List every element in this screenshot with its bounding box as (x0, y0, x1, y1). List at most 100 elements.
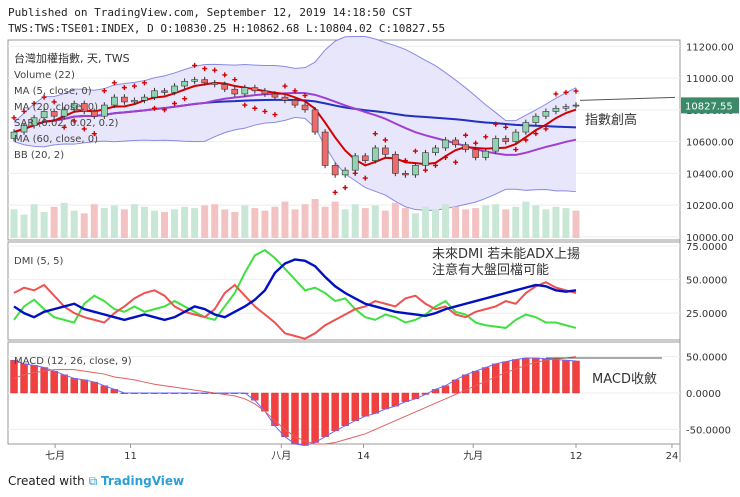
volume-bar (30, 204, 38, 238)
volume-bar (130, 204, 138, 238)
tradingview-logo-icon: ⧉ (88, 474, 98, 488)
macd-histogram-bar (311, 392, 319, 443)
volume-bar (120, 209, 128, 238)
candle-body (80, 103, 88, 112)
candle-body (301, 104, 309, 111)
volume-bar (552, 206, 560, 238)
sar-point (342, 185, 348, 191)
macd-histogram-bar (401, 392, 410, 402)
candle-body (211, 82, 219, 85)
macd-histogram-bar (251, 392, 259, 401)
volume-bar (261, 210, 269, 238)
macd-note: MACD收斂 (592, 371, 657, 387)
volume-bar (20, 214, 28, 238)
signal-line (13, 356, 577, 445)
volume-bar (371, 205, 379, 238)
volume-bar (70, 210, 78, 238)
macd-histogram-bar (70, 378, 78, 394)
legend-entry: MA (60, close, 0) (14, 134, 98, 145)
candle-body (472, 149, 479, 158)
volume-bar (351, 204, 359, 238)
candle-body (442, 139, 449, 149)
volume-bar (291, 209, 299, 238)
sar-point (252, 105, 258, 111)
volume-bar (562, 208, 570, 238)
volume-bar (421, 206, 429, 238)
footer: Created with ⧉ TradingView (8, 474, 184, 489)
sar-point (222, 72, 228, 78)
macd-line (13, 357, 577, 446)
sar-point (172, 100, 178, 106)
volume-bar (401, 208, 409, 238)
bollinger-lower-line (13, 116, 577, 211)
axes: 11200.0011000.0010800.0010600.0010400.00… (45, 42, 739, 462)
sar-point (563, 89, 569, 95)
volume-bar (40, 212, 48, 238)
candle-body (141, 96, 148, 101)
candle-body (60, 109, 68, 117)
sar-point (51, 99, 57, 105)
volume-bar (301, 204, 309, 238)
volume-bar (462, 209, 470, 238)
macd-histogram-bar (331, 392, 339, 432)
sar-point (362, 175, 368, 181)
volume-bar (482, 205, 490, 238)
sar-point (493, 121, 499, 127)
volume-bar (452, 206, 460, 238)
candle-body (251, 87, 259, 92)
macd-histogram-bar (20, 363, 28, 394)
candle-body (50, 111, 58, 117)
volume-bar (532, 205, 540, 238)
macd-histogram-bar (351, 392, 359, 421)
macd-histogram-bar (471, 370, 480, 394)
candle-body (482, 150, 489, 158)
symbol-ohlc-line: TWS:TWS:TSE01:INDEX, D O:10830.25 H:1086… (8, 22, 446, 35)
candle-body (361, 155, 369, 161)
dmi-minus-line (13, 281, 577, 340)
macd-pane (10, 356, 662, 446)
macd-histogram-bar (512, 359, 520, 394)
macd-histogram-bar (542, 358, 550, 394)
sar-point (141, 80, 147, 86)
volume-bar (100, 208, 108, 238)
volume-bar (151, 210, 158, 238)
macd-histogram-bar (502, 361, 510, 394)
volume-bar (432, 209, 439, 238)
sar-point (433, 162, 438, 168)
legend-entry: SAR (0.02, 0.02, 0.2) (14, 118, 119, 129)
macd-histogram-bar (371, 392, 379, 414)
bollinger-upper-line (13, 36, 577, 123)
candle-body (351, 155, 359, 171)
volume-bar (442, 204, 450, 238)
price-tick-label: 10200.00 (686, 201, 734, 212)
candle-body (201, 79, 208, 84)
sar-point (282, 83, 288, 89)
macd-histogram-bar (80, 379, 88, 394)
sar-point (382, 137, 388, 143)
sar-point (11, 115, 17, 121)
macd-histogram-bar (281, 392, 289, 437)
sar-point (152, 105, 157, 111)
chart-title: 台灣加權指數, 天, TWS (14, 51, 130, 65)
tradingview-brand[interactable]: TradingView (101, 474, 185, 488)
dmi-tick-label: 25.0000 (686, 309, 727, 320)
volume-bar (251, 208, 259, 238)
volume-bar (181, 206, 189, 238)
legend-entry: MA (5, close, 0) (14, 86, 92, 97)
candle-body (321, 131, 329, 166)
sar-point (262, 108, 268, 114)
x-tick-label: 12 (570, 451, 583, 462)
sar-point (332, 189, 338, 195)
volume-bar (201, 205, 209, 238)
candle-body (271, 93, 279, 98)
candle-body (161, 90, 168, 93)
candle-body (452, 139, 459, 146)
sar-point (553, 91, 559, 97)
volume-bar (110, 205, 118, 238)
candle-body (572, 104, 580, 107)
candle-body (30, 117, 38, 127)
volume-bar (281, 201, 289, 238)
candle-body (191, 79, 198, 82)
candle-body (171, 85, 178, 93)
